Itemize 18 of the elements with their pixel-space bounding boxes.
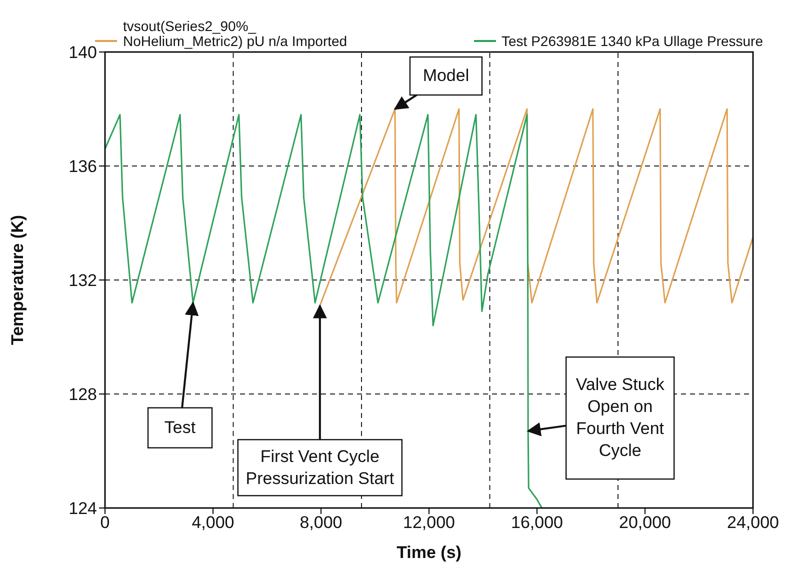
y-tick-label: 136 (68, 157, 97, 176)
y-axis-title: Temperature (K) (8, 214, 28, 346)
y-tick-label: 132 (68, 271, 97, 290)
y-tick-label: 124 (68, 499, 97, 518)
x-tick-label: 8,000 (300, 513, 342, 532)
y-tick-label: 128 (68, 385, 97, 404)
line-series (319, 108, 753, 306)
x-tick-label: 4,000 (192, 513, 234, 532)
x-axis-title: Time (s) (396, 543, 462, 562)
line-series (105, 114, 543, 508)
legend-label: tvsout(Series2_90%_ NoHelium_Metric2) pU n/a Imported (123, 18, 348, 49)
x-tick-label: 16,000 (511, 513, 563, 532)
x-tick-label: 24,000 (727, 513, 779, 532)
x-tick-label: 0 (100, 513, 110, 532)
x-tick-label: 20,000 (619, 513, 671, 532)
y-tick-label: 140 (68, 43, 97, 62)
x-tick-label: 12,000 (403, 513, 455, 532)
legend-label: Test P263981E 1340 kPa Ullage Pressure (502, 33, 763, 49)
